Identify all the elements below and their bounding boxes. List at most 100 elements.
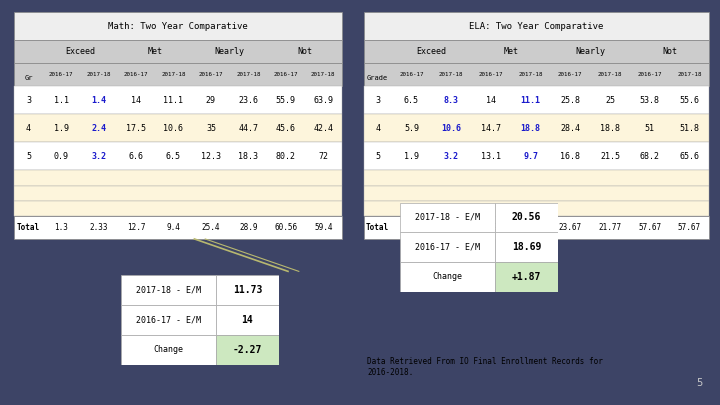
Bar <box>14 12 342 40</box>
Text: 60.56: 60.56 <box>274 223 297 232</box>
Text: Met: Met <box>503 47 518 56</box>
Text: 29: 29 <box>206 96 216 105</box>
Text: 2016-17: 2016-17 <box>274 72 298 77</box>
Text: 2017-18: 2017-18 <box>161 72 186 77</box>
Text: 16.8: 16.8 <box>560 152 580 161</box>
Text: 1.1: 1.1 <box>53 96 68 105</box>
Text: 10.6: 10.6 <box>163 124 184 133</box>
Text: 2017-18: 2017-18 <box>518 72 543 77</box>
Bar <box>14 216 342 239</box>
Bar <box>364 201 709 216</box>
Text: 5: 5 <box>26 152 31 161</box>
Text: 2017-18: 2017-18 <box>677 72 701 77</box>
Bar <box>364 86 709 115</box>
Text: 18.69: 18.69 <box>512 242 541 252</box>
Text: 5: 5 <box>375 152 380 161</box>
Text: Not: Not <box>662 47 677 56</box>
Text: 11.1: 11.1 <box>163 96 184 105</box>
Text: 59.4: 59.4 <box>314 223 333 232</box>
Text: 44.7: 44.7 <box>238 124 258 133</box>
Text: 2016-17: 2016-17 <box>637 72 662 77</box>
Text: 13.1: 13.1 <box>481 152 501 161</box>
Text: 9.7: 9.7 <box>523 152 538 161</box>
Text: Grade: Grade <box>367 75 388 81</box>
Bar <box>14 171 342 185</box>
Text: 3: 3 <box>375 96 380 105</box>
Bar <box>364 143 709 171</box>
Text: 14.7: 14.7 <box>481 124 501 133</box>
Text: 18.8: 18.8 <box>521 124 541 133</box>
Bar <box>364 115 709 143</box>
Text: 72: 72 <box>318 152 328 161</box>
Text: 14: 14 <box>486 96 496 105</box>
Text: 2016-17: 2016-17 <box>558 72 582 77</box>
Text: 13.2: 13.2 <box>521 223 540 232</box>
Bar <box>14 40 342 63</box>
Text: 57.67: 57.67 <box>678 223 701 232</box>
Text: 25.4: 25.4 <box>202 223 220 232</box>
Text: 0.9: 0.9 <box>53 152 68 161</box>
Bar <box>495 262 558 292</box>
Text: Total: Total <box>366 223 390 232</box>
Text: ELA: Two Year Comparative: ELA: Two Year Comparative <box>469 21 603 31</box>
Text: 51: 51 <box>644 124 654 133</box>
Text: 63.9: 63.9 <box>313 96 333 105</box>
Bar <box>495 232 558 262</box>
Text: 12.3: 12.3 <box>201 152 221 161</box>
Text: 2017-18: 2017-18 <box>598 72 622 77</box>
Bar <box>14 143 342 171</box>
Text: 2017-18: 2017-18 <box>439 72 464 77</box>
Bar <box>495 202 558 232</box>
Text: 21.77: 21.77 <box>598 223 621 232</box>
Text: 45.6: 45.6 <box>276 124 296 133</box>
Text: 51.8: 51.8 <box>680 124 699 133</box>
Text: Math: Two Year Comparative: Math: Two Year Comparative <box>108 21 248 31</box>
Text: 20.56: 20.56 <box>512 212 541 222</box>
Text: 1.4: 1.4 <box>91 96 106 105</box>
Text: 4: 4 <box>26 124 31 133</box>
Bar <box>120 275 215 305</box>
Text: 4: 4 <box>375 124 380 133</box>
Bar <box>364 12 709 40</box>
Text: 5.9: 5.9 <box>404 124 419 133</box>
Text: 1.9: 1.9 <box>404 152 419 161</box>
Text: 65.6: 65.6 <box>680 152 699 161</box>
Text: 14: 14 <box>131 96 141 105</box>
Text: 57.67: 57.67 <box>638 223 661 232</box>
Bar <box>215 275 279 305</box>
Text: 5: 5 <box>696 378 702 388</box>
Bar <box>364 171 709 185</box>
Text: Exceed: Exceed <box>416 47 446 56</box>
Bar <box>215 335 279 364</box>
Text: Nearly: Nearly <box>215 47 245 56</box>
Text: 11.73: 11.73 <box>233 285 262 295</box>
Text: 2017-18: 2017-18 <box>86 72 111 77</box>
Text: 28.4: 28.4 <box>560 124 580 133</box>
Text: Change: Change <box>153 345 183 354</box>
Text: 80.2: 80.2 <box>276 152 296 161</box>
Text: 55.6: 55.6 <box>680 96 699 105</box>
Text: 28.9: 28.9 <box>239 223 258 232</box>
Text: 14: 14 <box>241 315 253 325</box>
Text: 1.9: 1.9 <box>53 124 68 133</box>
Text: Data Retrieved From IO Final Enrollment Records for
2016-2018.: Data Retrieved From IO Final Enrollment … <box>367 358 603 377</box>
Text: 55.9: 55.9 <box>276 96 296 105</box>
Text: 3.2: 3.2 <box>91 152 106 161</box>
Text: 2016-17: 2016-17 <box>124 72 148 77</box>
Bar <box>14 185 342 201</box>
Bar <box>120 305 215 335</box>
Text: 42.4: 42.4 <box>313 124 333 133</box>
Text: 1.3: 1.3 <box>54 223 68 232</box>
Text: Met: Met <box>148 47 162 56</box>
Text: 2016-17: 2016-17 <box>49 72 73 77</box>
Text: 2017-18 - E/M: 2017-18 - E/M <box>415 213 480 222</box>
Text: 3: 3 <box>26 96 31 105</box>
Text: 2016-17: 2016-17 <box>399 72 423 77</box>
Bar <box>400 232 495 262</box>
Text: 2016-17 - E/M: 2016-17 - E/M <box>415 243 480 252</box>
Text: 2.33: 2.33 <box>89 223 108 232</box>
Text: -2.27: -2.27 <box>233 345 262 355</box>
Text: 2.4: 2.4 <box>91 124 106 133</box>
Text: 18.8: 18.8 <box>600 124 620 133</box>
Text: 7.36: 7.36 <box>442 223 460 232</box>
